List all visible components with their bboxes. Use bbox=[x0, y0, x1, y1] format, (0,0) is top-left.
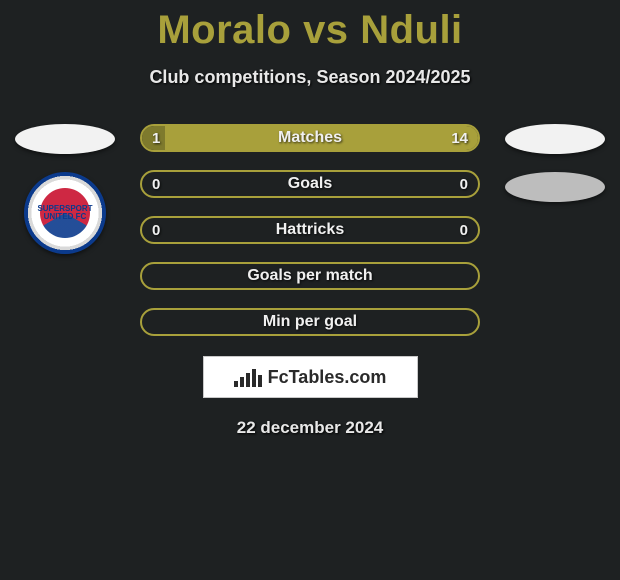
stat-label: Matches bbox=[278, 129, 342, 147]
player-left-club-badge: SUPERSPORT UNITED FC bbox=[24, 172, 106, 254]
club-badge-text: SUPERSPORT UNITED FC bbox=[24, 205, 106, 221]
stat-value-left: 1 bbox=[152, 130, 160, 147]
player-right-avatar bbox=[505, 124, 605, 154]
title-player-right: Nduli bbox=[360, 8, 462, 52]
player-right-column bbox=[500, 124, 610, 202]
stat-label: Goals bbox=[288, 175, 332, 193]
stat-bars: 1 14 Matches 0 0 Goals 0 0 Hattricks Goals per ma… bbox=[140, 124, 480, 336]
stat-value-right: 0 bbox=[460, 222, 468, 239]
stat-bar: 1 14 Matches bbox=[140, 124, 480, 152]
stat-label: Goals per match bbox=[247, 267, 372, 285]
title-player-left: Moralo bbox=[157, 8, 291, 52]
stat-bar: 0 0 Goals bbox=[140, 170, 480, 198]
page-title: Moralo vs Nduli bbox=[0, 0, 620, 53]
player-left-column: SUPERSPORT UNITED FC bbox=[10, 124, 120, 254]
stat-bar: Goals per match bbox=[140, 262, 480, 290]
stat-label: Min per goal bbox=[263, 313, 357, 331]
stat-value-left: 0 bbox=[152, 176, 160, 193]
player-right-club-badge bbox=[505, 172, 605, 202]
stat-value-right: 0 bbox=[460, 176, 468, 193]
stat-value-right: 14 bbox=[451, 130, 468, 147]
comparison-panel: SUPERSPORT UNITED FC 114Matches00Goals00… bbox=[0, 124, 620, 438]
brand-attribution[interactable]: FcTables.com bbox=[203, 356, 418, 398]
title-vs: vs bbox=[303, 8, 349, 52]
bar-chart-icon bbox=[234, 367, 262, 387]
stat-value-left: 0 bbox=[152, 222, 160, 239]
stat-bar: 0 0 Hattricks bbox=[140, 216, 480, 244]
stat-label: Hattricks bbox=[276, 221, 344, 239]
player-left-avatar bbox=[15, 124, 115, 154]
subtitle: Club competitions, Season 2024/2025 bbox=[0, 67, 620, 88]
brand-text: FcTables.com bbox=[268, 367, 387, 388]
footer-date: 22 december 2024 bbox=[0, 418, 620, 438]
stat-bar: Min per goal bbox=[140, 308, 480, 336]
